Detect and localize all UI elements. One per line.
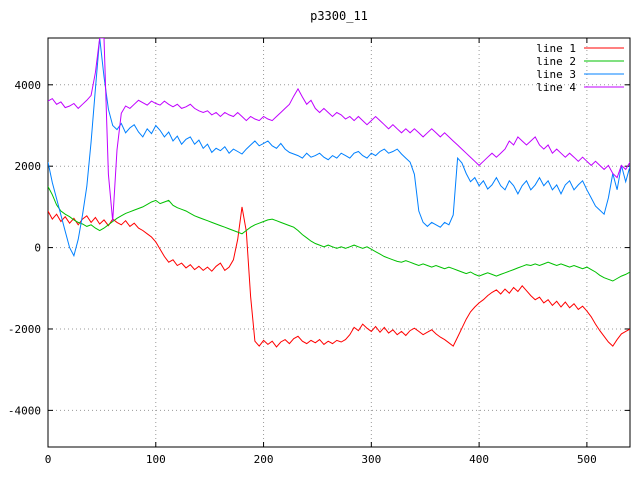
x-tick-label: 200 [254, 453, 274, 466]
chart-title: p3300_11 [310, 9, 368, 23]
y-tick-label: -2000 [8, 323, 41, 336]
plot-border [47, 37, 631, 448]
y-tick-label: -4000 [8, 404, 41, 417]
series-line-4 [48, 38, 630, 222]
y-tick-label: 4000 [15, 79, 42, 92]
x-tick-label: 300 [361, 453, 381, 466]
x-tick-label: 400 [469, 453, 489, 466]
legend-label-2: line 2 [536, 55, 576, 68]
series-line-3 [48, 38, 630, 258]
x-tick-label: 500 [577, 453, 597, 466]
x-tick-label: 0 [45, 453, 52, 466]
legend-label-1: line 1 [536, 42, 576, 55]
y-tick-label: 0 [34, 242, 41, 255]
x-tick-label: 100 [146, 453, 166, 466]
series-line-2 [48, 186, 630, 282]
series-line-1 [48, 206, 630, 348]
legend-label-3: line 3 [536, 68, 576, 81]
legend-label-4: line 4 [536, 81, 576, 94]
y-tick-label: 2000 [15, 160, 42, 173]
